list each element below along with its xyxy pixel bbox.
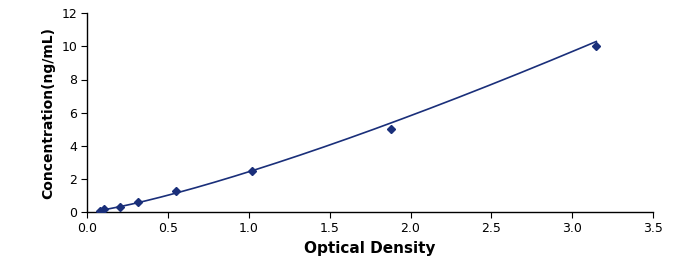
X-axis label: Optical Density: Optical Density [304,241,436,256]
Y-axis label: Concentration(ng/mL): Concentration(ng/mL) [42,26,56,199]
